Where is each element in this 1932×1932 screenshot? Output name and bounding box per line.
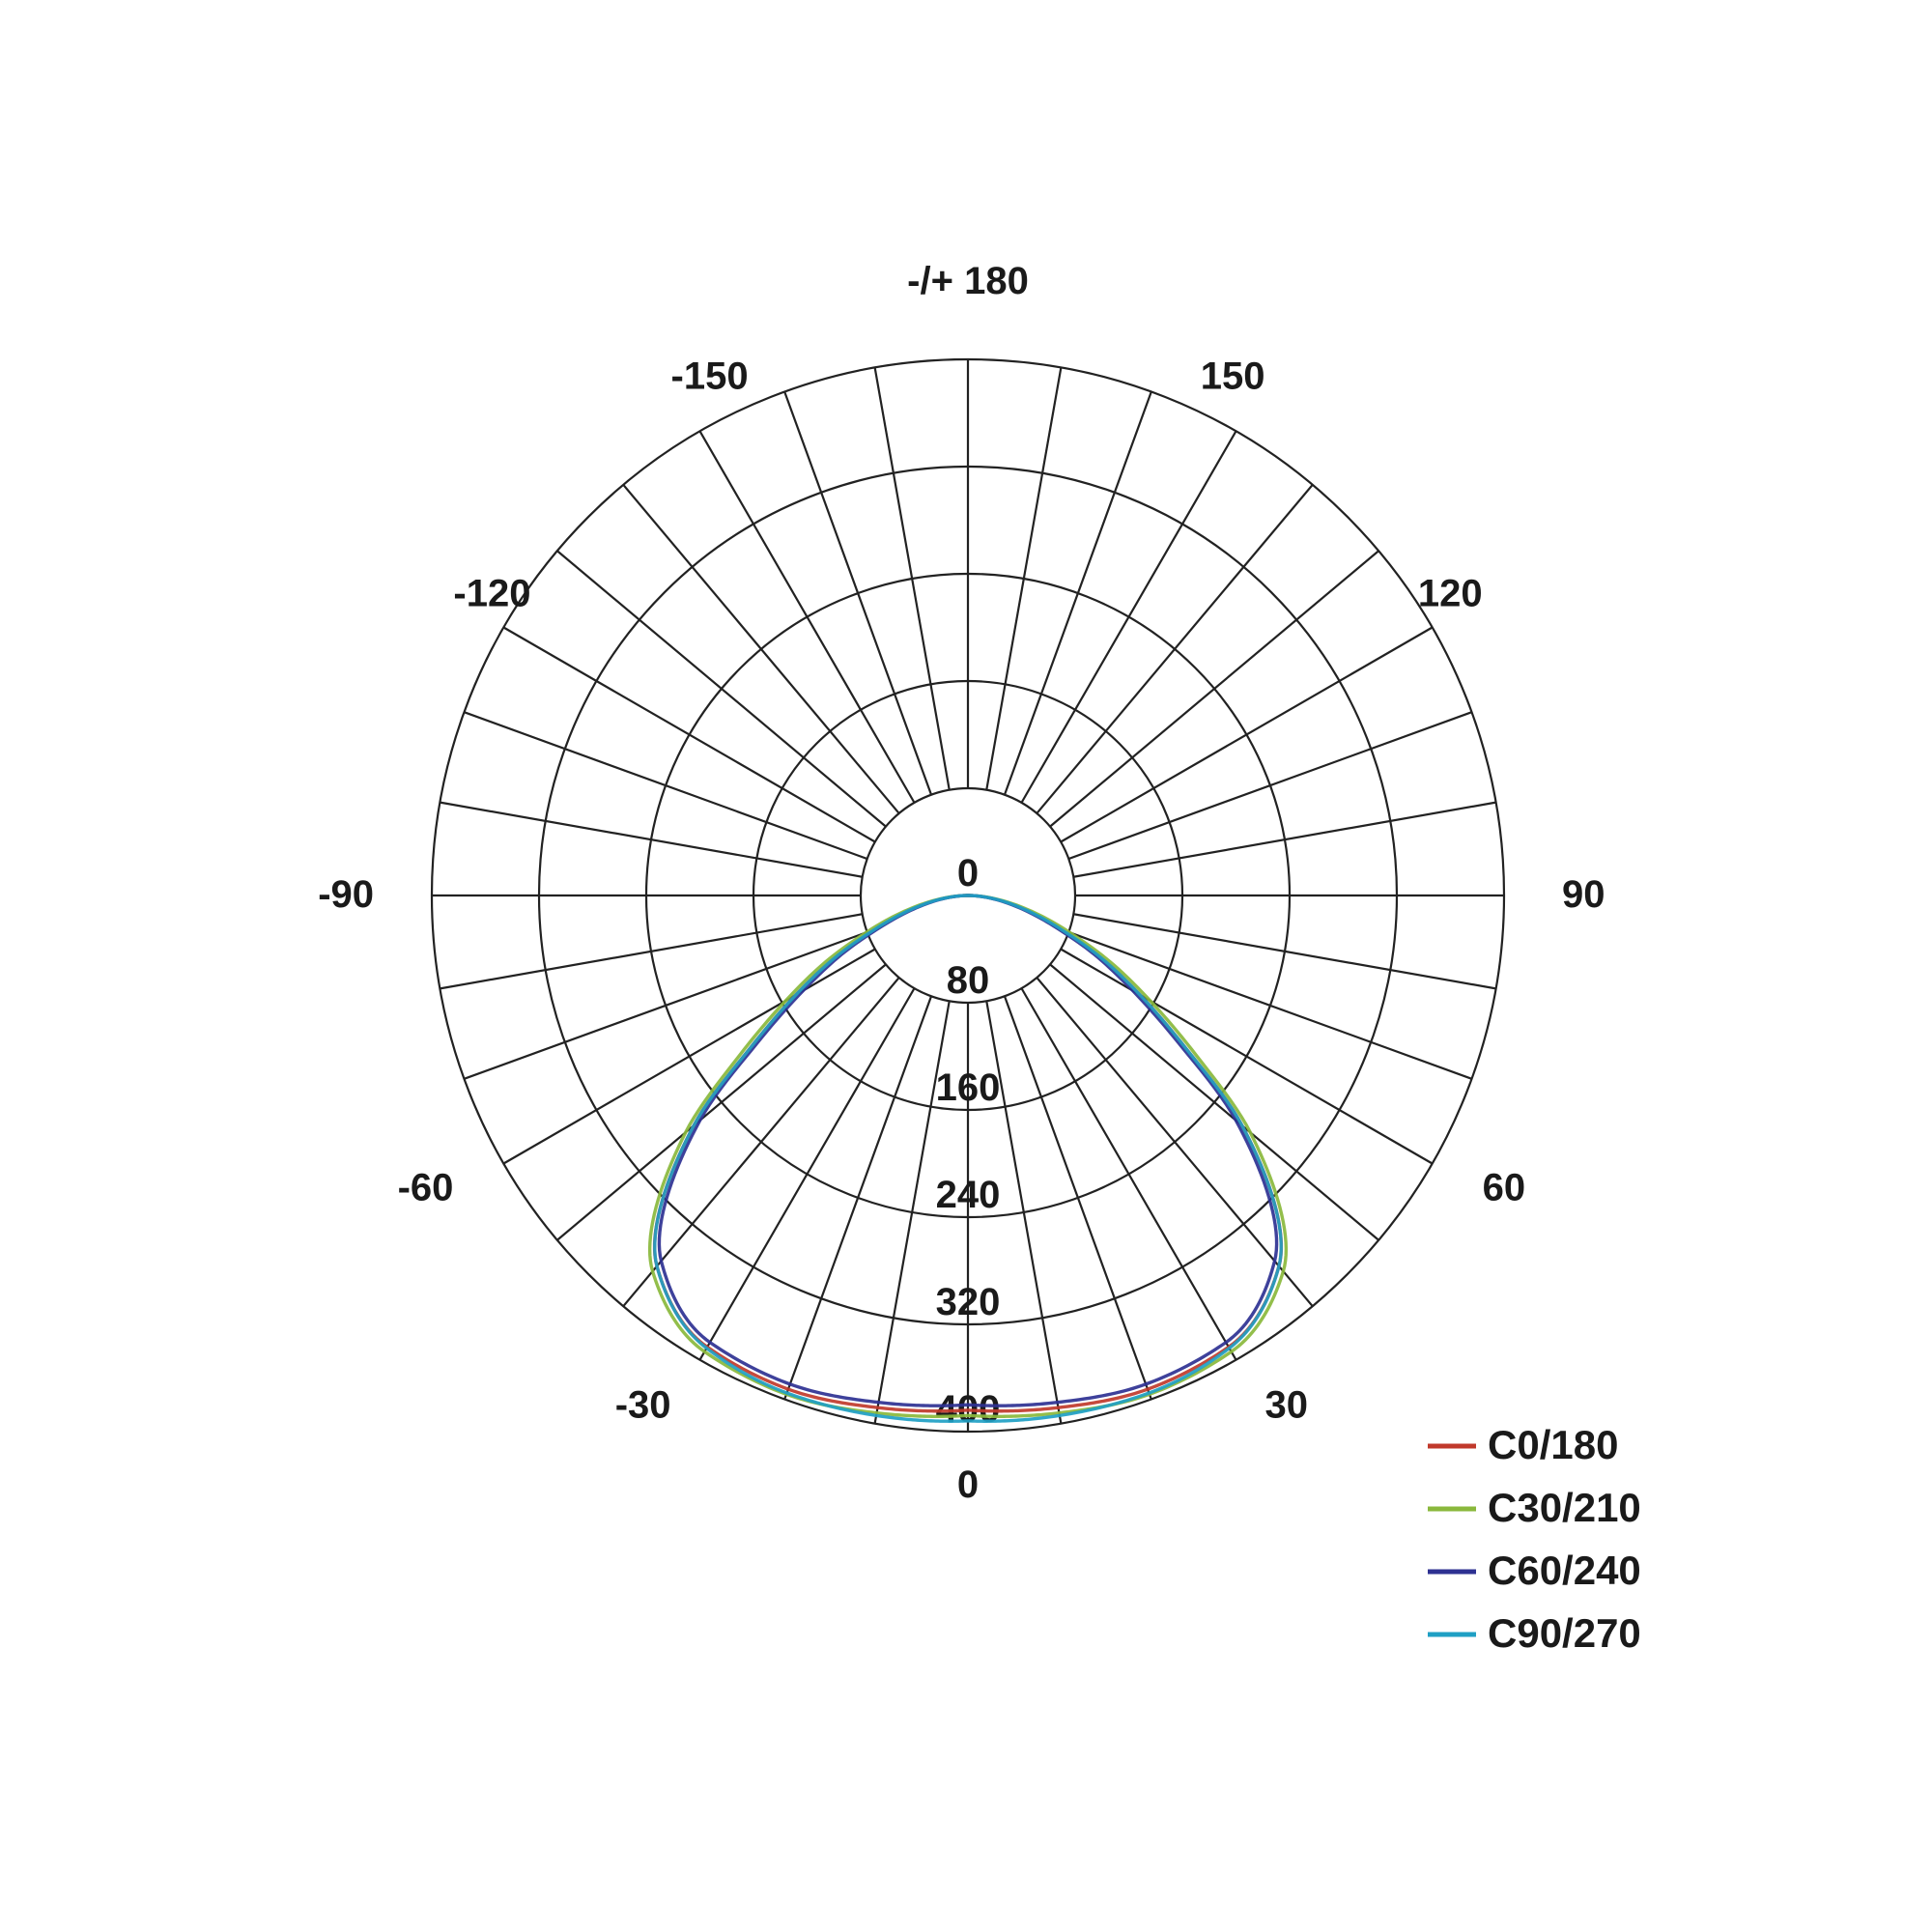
- svg-text:0: 0: [957, 852, 979, 895]
- svg-text:30: 30: [1265, 1384, 1309, 1427]
- svg-text:-/+ 180: -/+ 180: [907, 260, 1029, 302]
- svg-text:160: 160: [936, 1066, 1001, 1109]
- svg-text:60: 60: [1483, 1167, 1526, 1209]
- svg-text:C60/240: C60/240: [1488, 1548, 1641, 1593]
- svg-text:-90: -90: [318, 873, 374, 916]
- svg-text:-30: -30: [615, 1384, 671, 1427]
- svg-text:320: 320: [936, 1281, 1001, 1323]
- svg-text:150: 150: [1201, 355, 1265, 397]
- svg-text:80: 80: [947, 959, 990, 1002]
- svg-text:0: 0: [957, 1463, 979, 1506]
- svg-text:C30/210: C30/210: [1488, 1485, 1641, 1530]
- svg-text:-150: -150: [671, 355, 749, 397]
- svg-text:-120: -120: [453, 573, 530, 615]
- svg-text:120: 120: [1418, 573, 1483, 615]
- svg-text:90: 90: [1562, 873, 1605, 916]
- svg-text:C0/180: C0/180: [1488, 1422, 1618, 1467]
- svg-text:C90/270: C90/270: [1488, 1610, 1641, 1656]
- svg-text:-60: -60: [398, 1167, 454, 1209]
- svg-text:240: 240: [936, 1174, 1001, 1216]
